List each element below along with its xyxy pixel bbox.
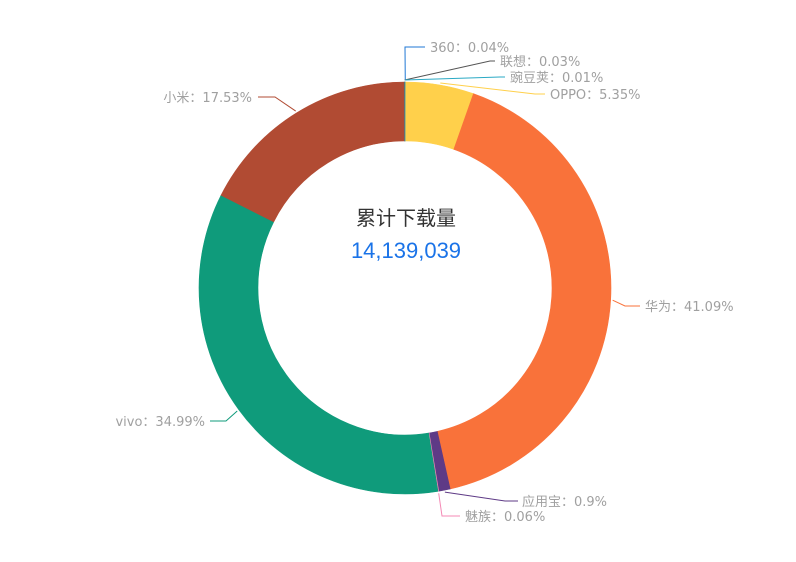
donut-slices [198, 81, 612, 495]
slice-label-3: 应用宝：0.9% [522, 494, 607, 510]
leader-line-2 [612, 299, 640, 307]
leader-line-7 [404, 60, 495, 81]
slice-label-1: OPPO：5.35% [550, 88, 640, 103]
center-total-value: 14,139,039 [350, 238, 462, 263]
slice-labels: 360：0.04% OPPO：5.35% 华为：41.09% 应用宝：0.9%魅族：0… [115, 41, 733, 525]
leader-line-3 [444, 491, 518, 502]
leader-line-6 [258, 96, 296, 112]
leader-line-0 [404, 46, 425, 81]
leader-line-8 [404, 76, 505, 81]
leader-line-4 [438, 493, 460, 517]
slice-label-4: 魅族：0.06% [465, 509, 545, 525]
slice-2[interactable] [436, 93, 612, 490]
slice-label-2: 华为：41.09% [645, 300, 734, 315]
leader-line-5 [210, 410, 238, 422]
slice-label-0: 360：0.04% [430, 41, 509, 56]
slice-5[interactable] [198, 194, 439, 495]
leader-line-1 [440, 82, 545, 95]
center-title: 累计下载量 [356, 206, 456, 230]
slice-label-6: 小米：17.53% [163, 91, 252, 106]
slice-label-8: 豌豆荚：0.01% [510, 70, 603, 86]
slice-label-5: vivo：34.99% [115, 415, 205, 430]
slice-label-7: 联想：0.03% [500, 54, 580, 70]
